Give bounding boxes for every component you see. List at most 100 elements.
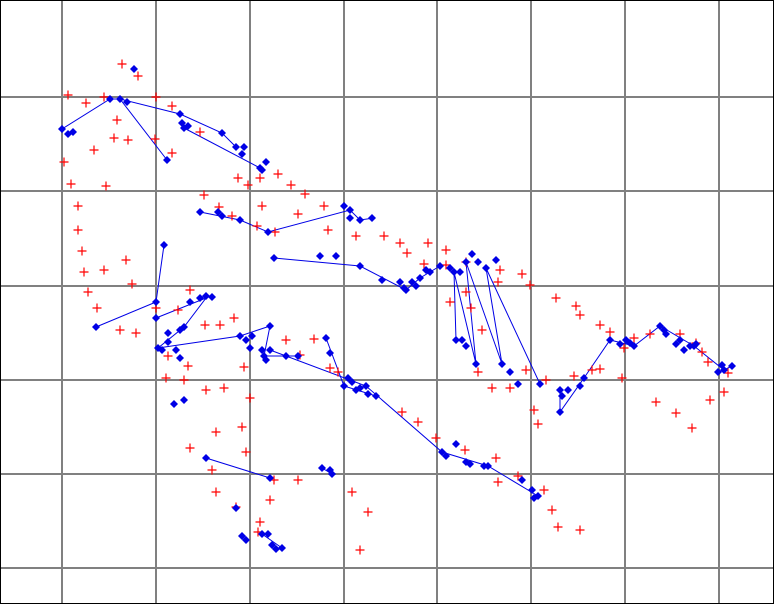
plus-marker-series [59, 59, 733, 555]
diamond-marker [262, 158, 270, 166]
diamond-marker [498, 360, 506, 368]
plus-marker [525, 280, 535, 290]
plus-marker [533, 419, 543, 429]
diamond-marker [176, 354, 184, 362]
diamond-marker [426, 268, 434, 276]
diamond-marker [484, 462, 492, 470]
plus-marker [687, 423, 697, 433]
diamond-marker [436, 262, 444, 270]
plus-marker [351, 231, 361, 241]
diamond-marker [264, 530, 272, 538]
plus-marker [460, 445, 470, 455]
plus-marker [493, 477, 503, 487]
plus-marker [199, 190, 209, 200]
plus-marker [211, 427, 221, 437]
diamond-marker [514, 380, 522, 388]
diamond-marker [364, 390, 372, 398]
diamond-marker [442, 452, 450, 460]
diamond-marker [240, 143, 248, 151]
diamond-marker [236, 332, 244, 340]
diamond-marker [266, 322, 274, 330]
plus-marker [99, 92, 109, 102]
plus-marker [493, 277, 503, 287]
diamond-marker [272, 545, 280, 553]
diamond-marker [462, 342, 470, 350]
diamond-marker [266, 346, 274, 354]
plus-marker [629, 333, 639, 343]
plus-marker [63, 90, 73, 100]
track-line [559, 325, 733, 414]
plus-marker [325, 363, 335, 373]
plus-marker [705, 395, 715, 405]
plus-marker [73, 201, 83, 211]
track-line [155, 296, 208, 349]
plus-marker [73, 225, 83, 235]
plus-marker [473, 367, 483, 377]
plus-marker [131, 328, 141, 338]
diamond-marker [158, 346, 166, 354]
plus-marker [219, 383, 229, 393]
diamond-marker [164, 329, 172, 337]
diamond-marker [474, 258, 482, 266]
diamond-marker [278, 544, 286, 552]
diamond-marker [536, 380, 544, 388]
plus-marker [517, 269, 527, 279]
diamond-marker [208, 293, 216, 301]
plus-marker [83, 287, 93, 297]
diamond-marker [262, 356, 270, 364]
plus-marker [445, 297, 455, 307]
plus-marker [697, 347, 707, 357]
diamond-marker [218, 129, 226, 137]
plus-marker [281, 335, 291, 345]
diamond-marker [248, 332, 256, 340]
plus-marker [355, 545, 365, 555]
diamond-marker [130, 65, 138, 73]
plus-marker [200, 320, 210, 330]
diamond-marker [184, 122, 192, 130]
diamond-marker [506, 368, 514, 376]
plus-marker [513, 471, 523, 481]
diamond-marker [106, 95, 114, 103]
plus-marker [423, 238, 433, 248]
plus-marker [133, 71, 143, 81]
diamond-marker [58, 125, 66, 133]
plus-marker [59, 157, 69, 167]
diamond-marker [378, 276, 386, 284]
plus-marker [402, 248, 412, 258]
plus-marker [617, 373, 627, 383]
diamond-marker [402, 286, 410, 294]
plus-marker [117, 59, 127, 69]
diamond-marker [558, 392, 566, 400]
diamond-marker [328, 470, 336, 478]
diamond-marker [238, 150, 246, 158]
plus-marker [245, 393, 255, 403]
plus-marker [167, 148, 177, 158]
diamond-marker-series [58, 65, 736, 553]
diamond-marker [468, 250, 476, 258]
diamond-marker [528, 486, 536, 494]
track-line [199, 209, 375, 233]
plus-marker [575, 525, 585, 535]
plus-marker [395, 238, 405, 248]
diamond-marker [630, 342, 638, 350]
plus-marker [163, 351, 173, 361]
diamond-marker [318, 464, 326, 472]
diamond-marker [152, 298, 160, 306]
diamond-marker [456, 268, 464, 276]
diamond-marker [450, 268, 458, 276]
diamond-marker [340, 202, 348, 210]
diamond-marker [69, 128, 77, 136]
plus-marker [77, 246, 87, 256]
plus-marker [595, 320, 605, 330]
diamond-marker [530, 494, 538, 502]
plus-marker [255, 173, 265, 183]
plus-marker [92, 303, 102, 313]
diamond-marker [180, 396, 188, 404]
plus-marker [293, 475, 303, 485]
plus-marker [183, 361, 193, 371]
diamond-marker [232, 504, 240, 512]
plus-marker [379, 231, 389, 241]
diamond-marker [242, 536, 250, 544]
